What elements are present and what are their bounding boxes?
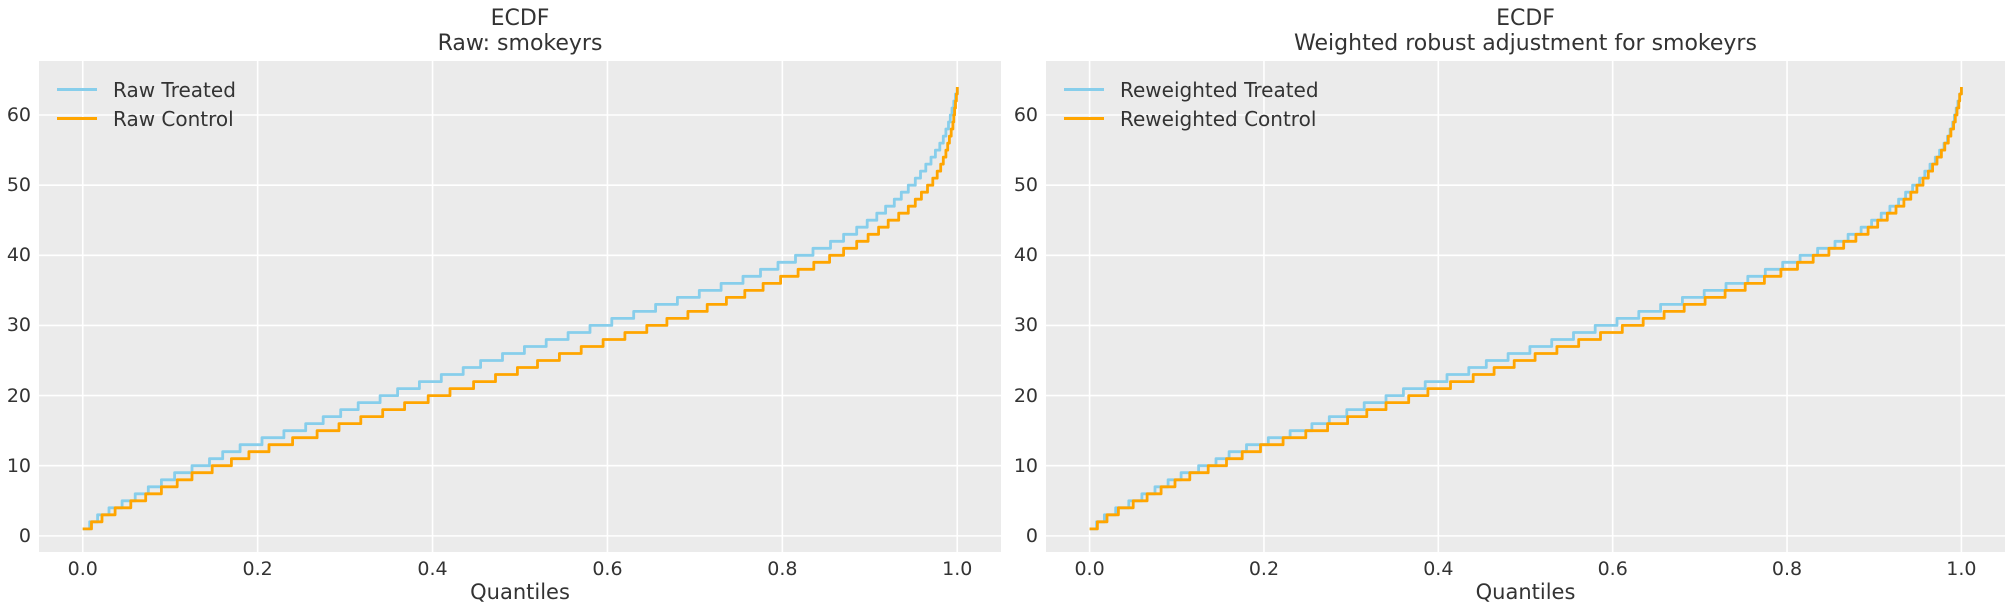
axes-area: Raw Treated Raw Control xyxy=(39,61,1001,552)
plot-canvas xyxy=(39,61,1001,552)
legend-item-control: Raw Control xyxy=(57,104,236,133)
y-tick-label: 20 xyxy=(1013,384,1038,407)
legend-item-treated: Raw Treated xyxy=(57,75,236,104)
x-tick-label: 0.2 xyxy=(1248,558,1280,580)
y-tick-label: 50 xyxy=(1013,174,1038,197)
plot-title-line2: Weighted robust adjustment for smokeyrs xyxy=(1294,31,1757,56)
x-axis-label: Quantiles xyxy=(1475,580,1576,604)
control-curve xyxy=(1089,87,1963,531)
x-tick-label: 0.0 xyxy=(67,558,98,580)
treated-line-swatch xyxy=(57,88,97,91)
x-tick-label: 0.4 xyxy=(417,558,448,580)
y-tick-label: 30 xyxy=(1013,314,1038,337)
treated-curve xyxy=(82,87,959,531)
x-tick-label: 0.6 xyxy=(592,558,623,580)
control-curve xyxy=(82,87,959,531)
y-tick-label: 40 xyxy=(6,244,31,267)
y-tick-label: 10 xyxy=(1013,454,1038,477)
plot-title-line1: ECDF xyxy=(1496,6,1555,31)
control-line-swatch xyxy=(1064,117,1104,120)
legend-label: Raw Treated xyxy=(113,77,236,102)
x-tick-label: 0.8 xyxy=(1771,558,1803,580)
plot-title-line2: Raw: smokeyrs xyxy=(437,31,603,56)
axes-area: Reweighted Treated Reweighted Control xyxy=(1046,61,2005,552)
legend-item-treated: Reweighted Treated xyxy=(1064,75,1319,104)
legend-label: Reweighted Treated xyxy=(1120,77,1319,102)
y-tick-label: 60 xyxy=(1013,104,1038,126)
control-line-swatch xyxy=(57,117,97,120)
plot-canvas xyxy=(1046,61,2005,552)
legend: Reweighted Treated Reweighted Control xyxy=(1064,75,1319,133)
x-tick-label: 1.0 xyxy=(1946,558,1977,580)
treated-curve xyxy=(1089,87,1963,531)
y-tick-label: 40 xyxy=(1013,244,1038,267)
x-tick-label: 0.4 xyxy=(1423,558,1454,580)
x-tick-label: 0.2 xyxy=(242,558,273,580)
treated-line-swatch xyxy=(1064,88,1104,91)
y-tick-label: 10 xyxy=(6,454,31,477)
plot-title: ECDF Raw: smokeyrs xyxy=(438,6,603,56)
x-tick-label: 0.8 xyxy=(767,558,798,580)
y-tick-label: 60 xyxy=(6,104,31,126)
x-tick-label: 0.0 xyxy=(1074,558,1105,580)
y-tick-label: 0 xyxy=(18,524,31,547)
legend: Raw Treated Raw Control xyxy=(57,75,236,133)
legend-label: Raw Control xyxy=(113,106,234,131)
y-tick-label: 50 xyxy=(6,174,31,197)
x-tick-label: 1.0 xyxy=(942,558,973,580)
x-tick-label: 0.6 xyxy=(1597,558,1628,580)
plot-title-line1: ECDF xyxy=(490,6,550,31)
x-axis-label: Quantiles xyxy=(470,580,570,604)
plot-title: ECDF Weighted robust adjustment for smok… xyxy=(1294,6,1757,56)
y-tick-label: 20 xyxy=(6,384,31,407)
y-tick-label: 0 xyxy=(1025,524,1038,547)
y-tick-label: 30 xyxy=(6,314,31,337)
legend-item-control: Reweighted Control xyxy=(1064,104,1319,133)
legend-label: Reweighted Control xyxy=(1120,106,1317,131)
